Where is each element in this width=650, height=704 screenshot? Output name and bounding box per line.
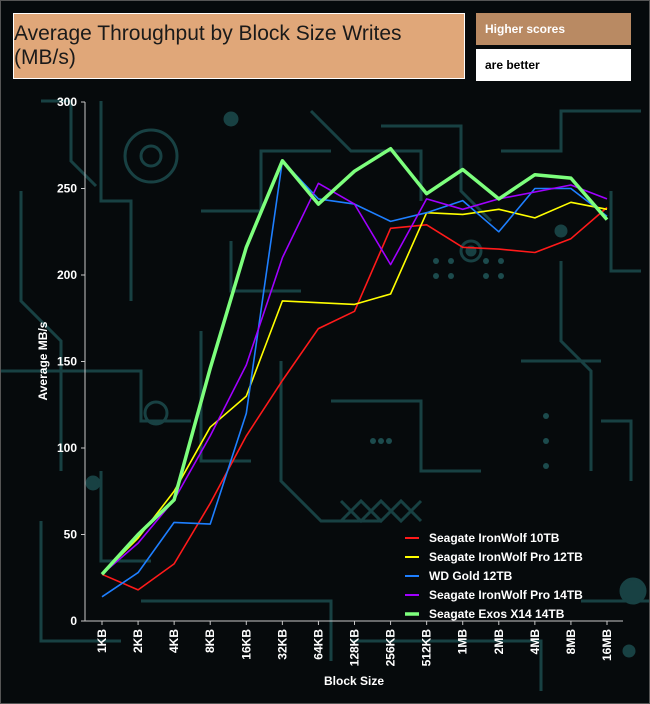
legend-label-0: Seagate IronWolf 10TB: [429, 531, 560, 545]
x-tick-label: 512KB: [420, 629, 434, 667]
y-tick-label: 100: [57, 441, 77, 455]
y-tick-label: 50: [64, 528, 78, 542]
y-ticks: 0 50 100 150 200 250 300: [57, 95, 85, 628]
x-tick-label: 32KB: [275, 629, 289, 660]
legend-label-2: WD Gold 12TB: [429, 569, 513, 583]
x-tick-label: 4MB: [528, 629, 542, 655]
x-tick-label: 2KB: [131, 629, 145, 653]
chart-title-box: Average Throughput by Block Size Writes …: [13, 13, 465, 79]
series-line-3: [101, 182, 608, 575]
chart-title: Average Throughput by Block Size Writes …: [14, 22, 402, 69]
series-line-0: [101, 206, 608, 591]
y-axis-label: Average MB/s: [36, 321, 50, 400]
x-tick-label: 2MB: [492, 629, 506, 655]
y-tick-label: 250: [57, 182, 77, 196]
x-tick-label: 4KB: [167, 629, 181, 653]
x-tick-label: 16KB: [239, 629, 253, 660]
series-line-1: [101, 201, 608, 575]
y-tick-label: 150: [57, 355, 77, 369]
note-are-better: are better: [476, 49, 631, 81]
x-tick-label: 128KB: [348, 629, 362, 667]
y-tick-label: 300: [57, 95, 77, 109]
y-tick-label: 200: [57, 268, 77, 282]
x-tick-label: 16MB: [600, 629, 614, 661]
series-line-4: [100, 146, 609, 576]
series-lines: [100, 146, 609, 598]
x-tick-label: 256KB: [384, 629, 398, 667]
x-tick-label: 8KB: [203, 629, 217, 653]
x-axis-label: Block Size: [324, 674, 384, 688]
legend-label-3: Seagate IronWolf Pro 14TB: [429, 588, 583, 602]
x-ticks: 1KB 2KB 4KB 8KB 16KB 32KB 64KB 128KB 256KB 512KB 1…: [95, 621, 614, 666]
legend: Seagate IronWolf 10TB Seagate IronWolf Pr…: [405, 531, 583, 621]
x-tick-label: 1MB: [456, 629, 470, 655]
x-tick-label: 64KB: [311, 629, 325, 660]
note-higher-scores: Higher scores: [476, 13, 631, 45]
legend-label-4: Seagate Exos X14 14TB: [429, 607, 565, 621]
x-tick-label: 8MB: [564, 629, 578, 655]
x-tick-label: 1KB: [95, 629, 109, 653]
legend-label-1: Seagate IronWolf Pro 12TB: [429, 550, 583, 564]
y-tick-label: 0: [70, 614, 77, 628]
